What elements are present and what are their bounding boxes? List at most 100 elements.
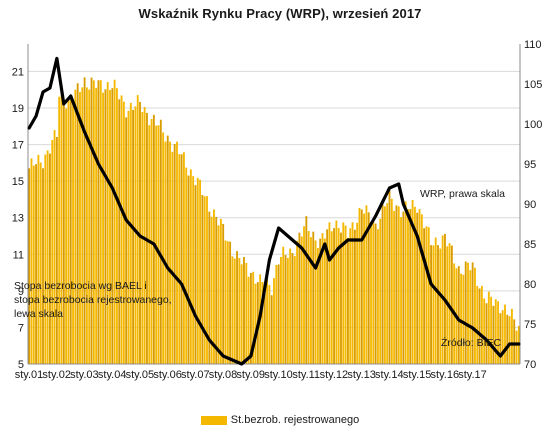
bar [286,257,289,364]
bar [363,213,366,364]
bar [201,195,204,364]
bar [437,245,439,364]
bar [328,222,331,364]
bar [79,92,81,365]
bar [192,176,195,364]
y-right-tick-label: 100 [524,119,542,131]
bar [189,169,192,364]
bar [46,150,49,364]
bar [261,281,264,364]
bar [113,79,116,364]
bar [418,209,421,364]
bar [349,228,352,364]
axes [27,44,521,365]
bar [367,212,370,364]
bar [162,132,165,364]
x-tick-label: sty.07 [181,369,210,381]
bar [104,89,107,364]
bar [425,226,428,364]
bar [252,271,255,364]
bar [326,229,329,364]
bar [213,209,215,364]
bar [277,264,280,364]
bar [247,276,250,364]
bar [143,107,146,365]
legend: St.bezrob. rejestrowanego [0,414,560,426]
wrp-line [27,56,521,366]
bar [58,96,61,364]
x-tick-label: sty.05 [126,369,155,381]
bar [411,199,414,364]
bar [30,158,33,364]
bar [67,98,70,365]
bar [95,87,98,365]
bar [365,205,368,364]
bar [393,210,396,364]
bar [379,218,382,364]
bar [333,228,335,364]
bar [254,283,257,364]
bar [236,251,238,364]
bar [240,264,243,364]
bar [266,278,268,364]
bar [413,206,416,364]
bar [49,153,51,364]
bar [185,167,188,364]
bar [305,216,308,364]
bar [372,222,375,364]
bar [478,288,481,364]
bar [409,209,412,364]
bar [35,164,38,364]
bar [169,141,171,364]
bar [356,222,359,364]
bar [335,220,338,364]
bar [407,209,409,364]
bar [404,201,407,364]
bar [358,207,361,364]
bar [76,83,79,364]
y-right-tick-label: 110 [524,39,542,51]
bar [284,255,287,364]
y-left-tick-label: 9 [18,286,24,298]
bar [330,231,333,364]
bar [134,106,137,365]
bar [291,253,294,364]
bar [157,125,160,365]
y-left-tick-label: 5 [18,359,24,371]
bar [314,240,317,364]
x-tick-label: sty.11 [292,369,320,381]
bar [289,248,292,364]
bar [471,262,474,364]
bar [118,99,121,364]
bar [224,240,227,364]
bar [448,243,451,364]
bar [353,229,356,364]
x-tick-label: sty.02 [42,369,71,381]
bar [106,82,109,365]
bar [196,177,199,364]
bar [203,196,206,364]
y-left-tick-label: 19 [12,103,24,115]
bar [462,274,465,364]
x-tick-label: sty.04 [98,369,127,381]
bar [298,232,301,364]
bar [176,141,178,364]
x-tick-label: sty.09 [236,369,265,381]
source-annotation: Źródło: BIEC [441,336,502,349]
bar [81,87,84,364]
bar [510,308,513,364]
bar [90,77,93,364]
bar [111,88,114,365]
x-tick-label: sty.15 [403,369,432,381]
bar [74,89,77,365]
bar [450,245,453,364]
bar [219,218,222,364]
bar [501,310,504,364]
bar [173,143,176,364]
bar [122,101,125,364]
wrp-annotation: WRP, prawa skala [420,188,505,200]
bar [497,301,499,364]
x-tick-labels: sty.01 sty.02 sty.03 sty.04 sty.05 sty.06 sty.… [15,369,487,381]
bar [206,196,208,364]
